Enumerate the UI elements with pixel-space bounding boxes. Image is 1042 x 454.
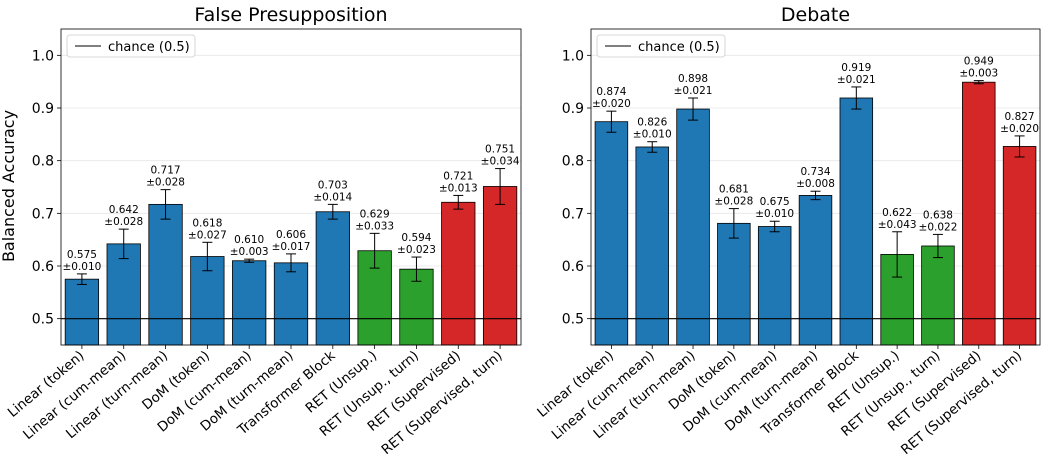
panel-2: Debate0.50.60.70.80.91.00.874±0.020Linea… (534, 4, 1041, 454)
panel-2-y-tick-label: 0.9 (562, 101, 584, 117)
panel-1-value-label: 0.606 (276, 229, 306, 241)
panel-1-axes-frame (60, 28, 522, 346)
panel-2-y-tick-label: 1.0 (562, 48, 584, 64)
panel-2-error-label: ±0.008 (796, 178, 835, 190)
panel-2-value-label: 0.826 (637, 117, 667, 129)
panel-2-bar (962, 81, 996, 346)
panel-1-error-label: ±0.003 (230, 246, 269, 258)
panel-2-error-label: ±0.021 (837, 74, 876, 86)
panel-1-error-label: ±0.028 (104, 216, 143, 228)
panel-1-value-label: 0.721 (443, 170, 473, 182)
panel-2-bar (676, 108, 710, 346)
panel-1-legend-box (66, 34, 196, 58)
panel-2-error-label: ±0.043 (878, 219, 917, 231)
panel-2-value-label: 0.949 (964, 56, 994, 68)
panel-2-value-label: 0.622 (882, 207, 912, 219)
panel-2-bar (594, 121, 629, 346)
panel-1-error-label: ±0.033 (355, 220, 394, 232)
panel-1-legend-label: chance (0.5) (108, 40, 190, 55)
panel-2-error-label: ±0.022 (919, 221, 958, 233)
panel-1-bar (148, 203, 183, 346)
panel-1-title: False Presupposition (194, 4, 387, 26)
panel-2-error-label: ±0.010 (755, 208, 794, 220)
panel-1-error-label: ±0.014 (313, 191, 352, 203)
panel-1-y-tick-label: 0.8 (32, 154, 54, 170)
panel-2-legend-label: chance (0.5) (638, 40, 720, 55)
panel-1-value-label: 0.618 (192, 217, 222, 229)
panel-1-y-tick-label: 0.6 (32, 259, 54, 275)
panel-1-bar (441, 201, 476, 346)
panel-1-error-label: ±0.023 (397, 244, 436, 256)
panel-1-y-tick-label: 1.0 (32, 48, 54, 64)
panel-1-error-label: ±0.010 (62, 261, 101, 273)
panel-1-bar (190, 256, 225, 346)
panel-1-bar (482, 186, 518, 346)
panel-2-bar (757, 226, 792, 346)
panel-1-y-tick-label: 0.9 (32, 101, 54, 117)
panel-1-bar (64, 278, 100, 346)
panel-2-error-label: ±0.003 (959, 68, 998, 80)
panel-2-title: Debate (781, 4, 850, 26)
panel-2-error-label: ±0.028 (714, 196, 753, 208)
panel-2-error-label: ±0.020 (592, 98, 631, 110)
panel-1-value-label: 0.629 (360, 208, 390, 220)
panel-2-value-label: 0.827 (1005, 111, 1035, 123)
panel-2-bar (635, 146, 669, 346)
panel-2-error-label: ±0.010 (633, 129, 672, 141)
panel-2-bar (798, 195, 833, 346)
panel-1-error-label: ±0.027 (188, 229, 227, 241)
panel-2-y-tick-label: 0.6 (562, 259, 584, 275)
panel-1-value-label: 0.610 (234, 234, 264, 246)
panel-1-y-tick-label: 0.7 (32, 206, 54, 222)
panel-1-error-label: ±0.017 (272, 241, 311, 253)
panel-2-value-label: 0.681 (719, 184, 749, 196)
panel-2-error-label: ±0.021 (674, 85, 713, 97)
panel-1-bar (315, 211, 350, 346)
panel-1-value-label: 0.703 (318, 179, 348, 191)
panel-1-error-label: ±0.034 (481, 156, 520, 168)
panel-2-value-label: 0.675 (760, 196, 790, 208)
panel-1-value-label: 0.642 (109, 204, 139, 216)
panel-2-value-label: 0.898 (678, 73, 708, 85)
panel-1-bar (232, 260, 267, 346)
panel-2-axes-frame (590, 28, 1041, 346)
panel-2-bar (839, 97, 874, 346)
panel-1-value-label: 0.751 (485, 144, 515, 156)
panel-2-y-tick-label: 0.5 (562, 312, 584, 328)
panel-1-y-tick-label: 0.5 (32, 312, 54, 328)
panel-1-bar (273, 262, 309, 346)
panel-2-value-label: 0.638 (923, 209, 953, 221)
panel-1-legend: chance (0.5) (66, 34, 196, 58)
panel-2-legend: chance (0.5) (596, 34, 726, 58)
panel-2-value-label: 0.919 (841, 62, 871, 74)
panel-1-value-label: 0.575 (67, 249, 97, 261)
panel-1-bar (399, 268, 434, 346)
panel-1-error-label: ±0.028 (146, 177, 185, 189)
panel-2-error-label: ±0.020 (1000, 123, 1039, 135)
panel-2-bar (1002, 146, 1037, 346)
y-axis-label: Balanced Accuracy (0, 110, 18, 262)
panel-2-value-label: 0.734 (800, 166, 830, 178)
panel-1-value-label: 0.594 (401, 232, 431, 244)
panel-2-bar (921, 245, 955, 346)
panel-2-bar (717, 222, 751, 346)
panel-1-value-label: 0.717 (151, 165, 181, 177)
panel-1: False Presupposition 0.5 0.6 0.7 0.8 0.9 1.0 0.… (5, 4, 522, 454)
panel-2-y-tick-label: 0.7 (562, 206, 584, 222)
panel-2-legend-box (596, 34, 726, 58)
panel-2-y-tick-label: 0.8 (562, 154, 584, 170)
panel-2-value-label: 0.874 (596, 86, 626, 98)
panel-1-error-label: ±0.013 (439, 182, 478, 194)
